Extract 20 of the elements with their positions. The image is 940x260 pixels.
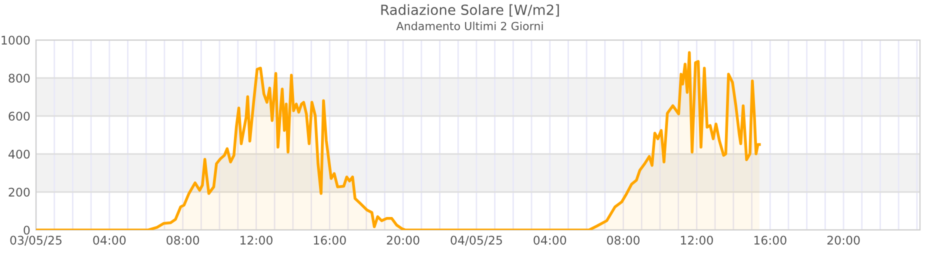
x-tick-label: 03/05/25 [10, 236, 62, 246]
y-tick-label: 200 [8, 188, 30, 197]
x-tick-label: 16:00 [314, 236, 346, 245]
x-tick-label: 04:00 [534, 236, 566, 245]
x-tick-label: 04:00 [93, 236, 126, 245]
x-tick-label: 20:00 [827, 236, 860, 245]
x-tick-label: 12:00 [680, 236, 713, 245]
x-tick-label: 08:00 [166, 236, 200, 245]
y-tick-label: 600 [8, 112, 30, 121]
x-tick-label: 16:00 [754, 236, 786, 245]
y-tick-label: 1000 [2, 36, 30, 45]
y-tick-label: 0 [24, 226, 30, 235]
y-tick-label: 800 [8, 74, 30, 83]
x-tick-label: 20:00 [386, 236, 420, 245]
chart-title: Radiazione Solare [W/m2] [381, 4, 559, 17]
chart-subtitle: Andamento Ultimi 2 Giorni [396, 22, 543, 30]
x-tick-label: 08:00 [607, 236, 640, 245]
x-tick-label: 12:00 [240, 236, 272, 245]
y-tick-label: 400 [8, 150, 30, 159]
x-tick-label: 04/05/25 [450, 236, 502, 246]
